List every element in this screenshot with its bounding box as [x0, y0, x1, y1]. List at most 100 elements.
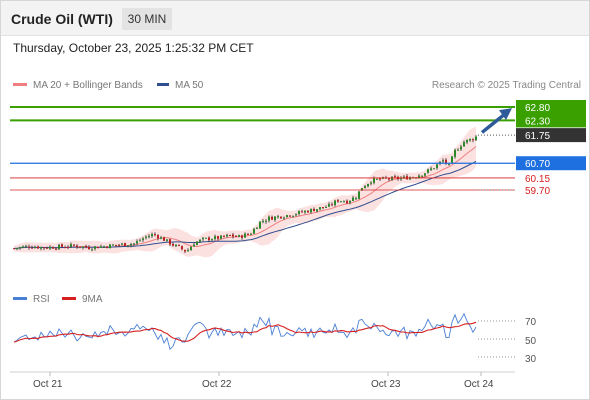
x-label-oct24: Oct 24 — [464, 379, 494, 390]
candle-body — [391, 176, 393, 181]
candle-body — [142, 238, 144, 241]
candle-body — [121, 243, 123, 245]
candle-body — [28, 246, 30, 248]
candle-body — [427, 169, 429, 173]
candle-body — [205, 237, 207, 239]
candle-body — [310, 208, 312, 213]
candle-body — [97, 246, 99, 249]
label-r2: 62.80 — [525, 103, 550, 114]
candle-body — [220, 235, 222, 239]
candle-body — [277, 216, 279, 218]
candle-body — [454, 149, 456, 157]
label-pivot: 60.70 — [525, 159, 550, 170]
candle-body — [169, 239, 171, 245]
candle-body — [109, 244, 111, 249]
candle-body — [433, 168, 435, 170]
candle-body — [235, 235, 237, 237]
candle-body — [364, 186, 366, 189]
candle-body — [274, 216, 276, 220]
candle-body — [151, 234, 153, 237]
candle-body — [79, 246, 81, 248]
source-credit: Research © 2025 Trading Central — [431, 80, 581, 91]
rsi-line — [13, 312, 477, 351]
candle-body — [64, 247, 66, 249]
candle-body — [187, 250, 189, 252]
timeframe-badge[interactable]: 30 MIN — [122, 8, 172, 30]
legend-ma50: MA 50 — [157, 80, 203, 91]
candle-body — [166, 239, 168, 241]
candle-body — [292, 215, 294, 217]
candle-body — [283, 217, 285, 219]
candle-body — [250, 233, 252, 235]
rsi-ma-line — [13, 321, 477, 343]
candle-body — [418, 175, 420, 179]
candle-body — [442, 160, 444, 162]
x-label-oct21: Oct 21 — [33, 379, 63, 390]
candle-body — [73, 244, 75, 246]
candle-body — [298, 211, 300, 215]
candle-body — [289, 215, 291, 217]
candle-body — [139, 240, 141, 242]
candle-body — [112, 244, 114, 246]
candle-body — [262, 221, 264, 223]
candle-body — [157, 235, 159, 239]
candle-body — [130, 244, 132, 246]
candle-body — [370, 182, 372, 184]
candle-body — [457, 149, 459, 151]
candle-body — [181, 246, 183, 250]
candle-body — [295, 214, 297, 216]
instrument-title: Crude Oil (WTI) — [11, 11, 113, 27]
header-bar: Crude Oil (WTI) 30 MIN — [1, 1, 589, 36]
label-r1: 62.30 — [525, 116, 550, 127]
rsi-tick-30: 30 — [525, 354, 537, 365]
candle-body — [469, 138, 471, 141]
candle-body — [100, 246, 102, 248]
candle-body — [325, 207, 327, 209]
candle-body — [280, 216, 282, 219]
candle-body — [232, 234, 234, 237]
candle-body — [361, 188, 363, 191]
candle-body — [475, 136, 477, 141]
rsi-ma-legend-label: 9MA — [82, 294, 103, 305]
candle-body — [343, 201, 345, 203]
candle-body — [40, 247, 42, 249]
candle-body — [466, 139, 468, 143]
candle-body — [355, 198, 357, 200]
candle-body — [70, 244, 72, 247]
ma50-swatch — [157, 82, 169, 86]
candle-body — [118, 244, 120, 246]
candle-body — [445, 159, 447, 164]
candle-body — [271, 216, 273, 220]
candle-body — [430, 168, 432, 170]
forecast-arrow-head — [499, 108, 512, 121]
candle-body — [202, 237, 204, 240]
label-s2: 59.70 — [525, 186, 550, 197]
candle-body — [265, 220, 267, 222]
candle-body — [61, 244, 63, 247]
candle-body — [223, 235, 225, 237]
candle-body — [436, 164, 438, 169]
candle-body — [337, 200, 339, 202]
candle-body — [103, 246, 105, 248]
candle-body — [67, 246, 69, 248]
candle-body — [19, 247, 21, 249]
candle-body — [400, 177, 402, 180]
candle-body — [322, 207, 324, 209]
rsi-swatch — [13, 297, 27, 300]
candle-body — [268, 216, 270, 221]
candle-body — [349, 200, 351, 203]
resistance-label-bg — [516, 100, 586, 128]
candle-body — [352, 197, 354, 201]
candle-body — [172, 243, 174, 246]
candle-body — [25, 245, 27, 247]
x-label-oct22: Oct 22 — [202, 379, 232, 390]
candle-body — [379, 178, 381, 180]
rsi-legend-label: RSI — [33, 294, 50, 305]
candle-body — [313, 208, 315, 212]
candle-body — [472, 139, 474, 141]
candle-body — [253, 228, 255, 234]
candle-body — [217, 236, 219, 239]
candle-body — [46, 247, 48, 249]
candle-body — [346, 200, 348, 204]
candle-body — [22, 246, 24, 248]
